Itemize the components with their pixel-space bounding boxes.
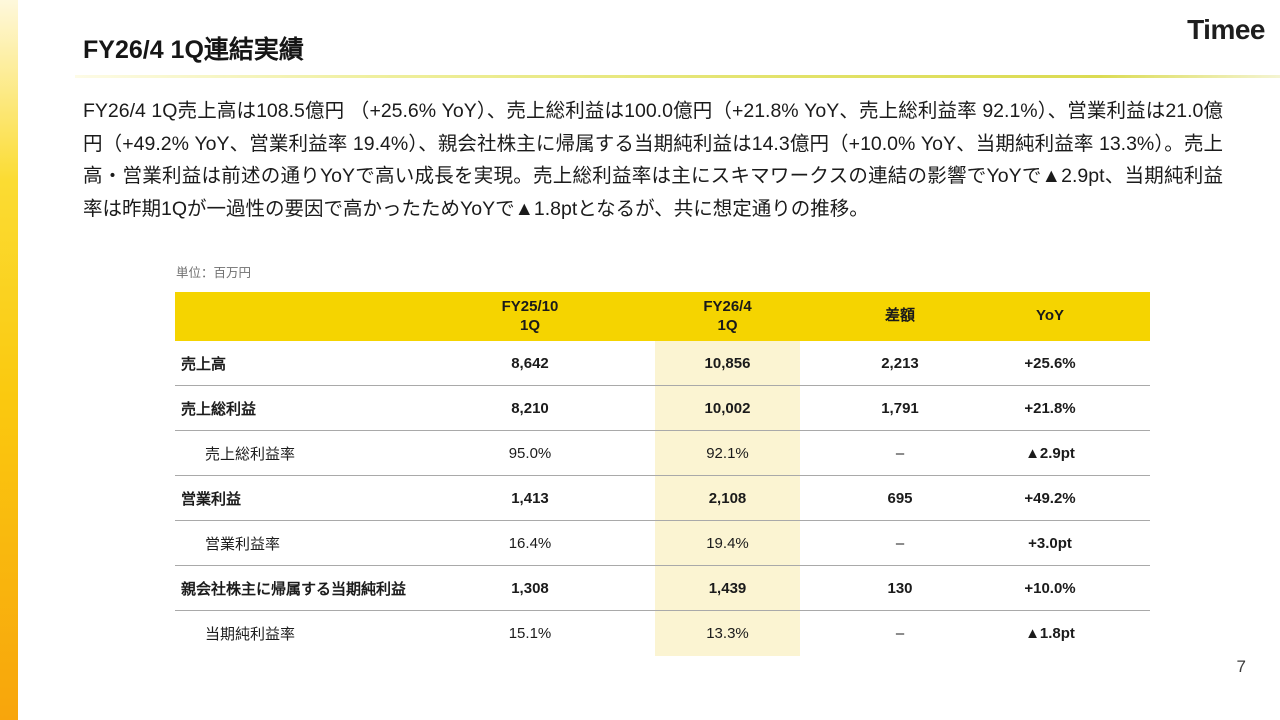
prev-value: 1,413 [511, 489, 549, 507]
diff-value: – [895, 444, 905, 462]
row-label: 営業利益 [181, 490, 242, 508]
yoy-value: +21.8% [1024, 399, 1076, 417]
header-diff: 差額 [884, 307, 915, 325]
prev-value: 16.4% [508, 534, 552, 552]
table-row-gross-profit: 売上総利益 8,210 10,002 1,791 +21.8% [175, 386, 1150, 431]
diff-value: – [895, 625, 905, 642]
timee-logo: Timee [1187, 14, 1265, 45]
financial-results-table: FY25/10 1Q FY26/4 1Q 差額 YoY 売上高 8,642 10… [175, 292, 1150, 656]
current-quarter-highlight [655, 341, 800, 656]
diff-value: – [895, 534, 905, 552]
row-label: 営業利益率 [205, 535, 281, 553]
row-label: 売上総利益 [181, 400, 257, 418]
prev-value: 15.1% [508, 625, 552, 642]
curr-value: 10,856 [704, 354, 751, 372]
yoy-value: +49.2% [1024, 489, 1076, 507]
prev-value: 8,210 [511, 399, 549, 417]
header-curr-period-line1: FY26/4 [703, 297, 752, 315]
table-row-net-profit: 親会社株主に帰属する当期純利益 1,308 1,439 130 +10.0% [175, 566, 1150, 611]
header-curr-period-line2: 1Q [717, 316, 738, 334]
summary-paragraph: FY26/4 1Q売上高は108.5億円 （+25.6% YoY）、売上総利益は… [83, 100, 1223, 220]
page-title: FY26/4 1Q連結実績 [83, 36, 304, 64]
header-prev-period-line2: 1Q [519, 316, 540, 334]
table-header-row: FY25/10 1Q FY26/4 1Q 差額 YoY [175, 292, 1150, 341]
curr-value: 92.1% [706, 444, 749, 462]
curr-value: 19.4% [706, 534, 749, 552]
yoy-value: ▲1.8pt [1025, 625, 1075, 642]
page-number: 7 [1236, 657, 1246, 676]
diff-value: 695 [887, 489, 913, 507]
curr-value: 1,439 [708, 579, 747, 597]
header-yoy: YoY [1035, 307, 1065, 325]
table-grid: FY25/10 1Q FY26/4 1Q 差額 YoY 売上高 8,642 10… [175, 292, 1150, 656]
table-row-net-margin: 当期純利益率 15.1% 13.3% – ▲1.8pt [175, 611, 1150, 656]
row-label: 当期純利益率 [205, 626, 296, 643]
table-row-revenue: 売上高 8,642 10,856 2,213 +25.6% [175, 341, 1150, 386]
table-row-gross-margin: 売上総利益率 95.0% 92.1% – ▲2.9pt [175, 431, 1150, 476]
yoy-value: +10.0% [1024, 579, 1076, 597]
row-label: 売上総利益率 [205, 445, 296, 463]
table-unit-label: 単位：百万円 [176, 266, 252, 280]
table-row-operating-margin: 営業利益率 16.4% 19.4% – +3.0pt [175, 521, 1150, 566]
header-prev-period: FY25/10 1Q [455, 298, 605, 336]
prev-value: 8,642 [511, 354, 549, 372]
yoy-value: ▲2.9pt [1025, 444, 1075, 462]
curr-value: 10,002 [704, 399, 751, 417]
row-label: 売上高 [181, 355, 227, 373]
prev-value: 95.0% [508, 444, 552, 462]
yoy-value: +3.0pt [1028, 534, 1072, 552]
diff-value: 1,791 [881, 399, 919, 417]
curr-value: 2,108 [708, 489, 747, 507]
header-curr-period: FY26/4 1Q [605, 298, 850, 336]
diff-value: 130 [887, 579, 913, 597]
header-prev-period-line1: FY25/10 [501, 297, 559, 315]
yoy-value: +25.6% [1024, 354, 1076, 372]
title-underline [75, 75, 1280, 78]
left-accent-bar [0, 0, 18, 720]
diff-value: 2,213 [881, 354, 919, 372]
curr-value: 13.3% [706, 625, 749, 642]
row-label: 親会社株主に帰属する当期純利益 [181, 580, 407, 598]
prev-value: 1,308 [511, 579, 549, 597]
table-row-operating-profit: 営業利益 1,413 2,108 695 +49.2% [175, 476, 1150, 521]
